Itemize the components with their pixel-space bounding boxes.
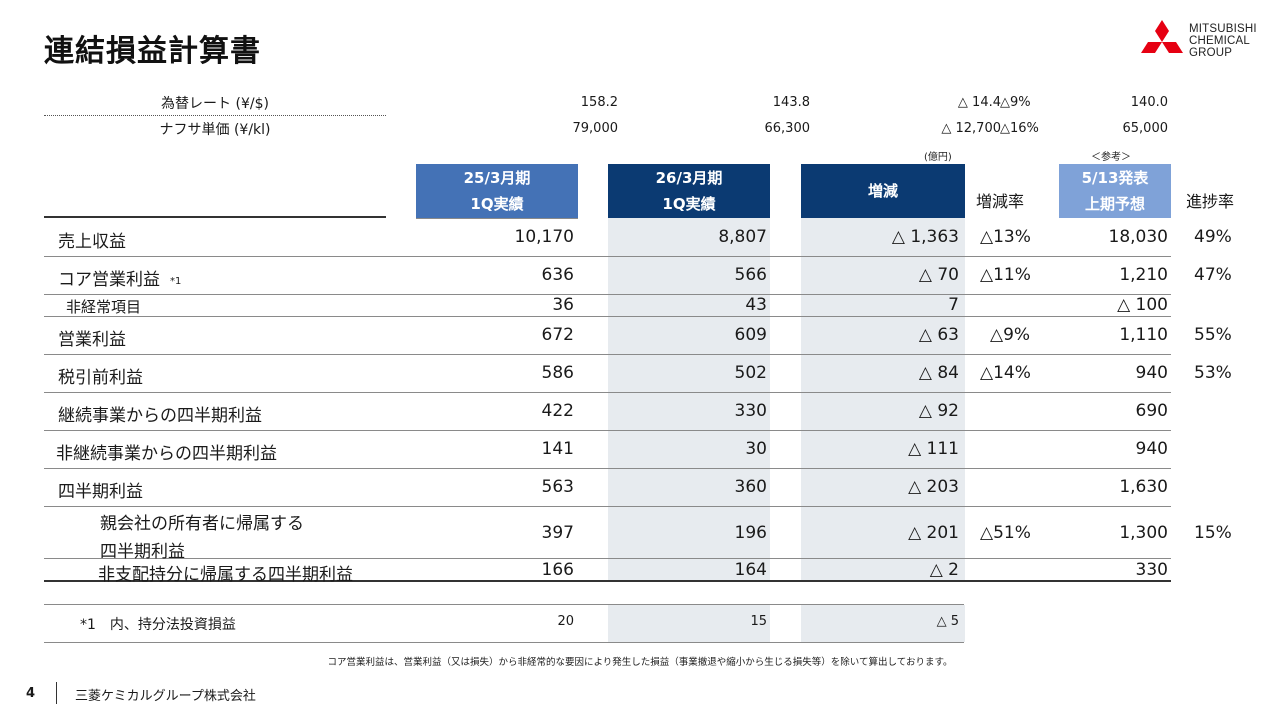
company-logo: MITSUBISHI CHEMICAL GROUP xyxy=(1140,20,1270,64)
header-rule xyxy=(44,216,386,218)
header-curr-year-q1: 26/3月期 1Q実績 xyxy=(608,164,770,218)
table-bottom-rule xyxy=(44,580,1171,582)
row-divider xyxy=(44,468,1171,469)
header-change-rate: 増減率 xyxy=(976,192,1025,211)
page-title: 連結損益計算書 xyxy=(44,34,261,69)
dotted-separator xyxy=(44,115,386,116)
row-divider xyxy=(44,558,1171,559)
header-prev-year-q1: 25/3月期 1Q実績 xyxy=(416,164,578,218)
shade-curr-year xyxy=(608,218,770,582)
row-divider xyxy=(44,604,964,605)
shade-change-equity xyxy=(801,605,965,642)
row-divider xyxy=(44,256,1171,257)
company-name: 三菱ケミカルグループ株式会社 xyxy=(75,689,256,704)
exchange-rate-row: 為替レート (¥/$) 158.2 143.8 △ 14.4 △9% 140.0 xyxy=(161,95,1168,112)
naphtha-price-row: ナフサ単価 (¥/kl) 79,000 66,300 △ 12,700 △16%… xyxy=(159,121,1169,138)
footnote: コア営業利益は、営業利益（又は損失）から非経常的な要因により発生した損益（事業撤… xyxy=(327,657,953,668)
header-progress-rate: 進捗率 xyxy=(1186,192,1235,211)
unit-label: (億円) xyxy=(924,152,952,163)
row-divider xyxy=(44,430,1171,431)
row-divider xyxy=(44,642,964,643)
row-divider xyxy=(44,316,1171,317)
three-diamonds-icon xyxy=(1141,20,1183,53)
row-divider xyxy=(44,506,1171,507)
row-divider xyxy=(44,392,1171,393)
shade-curr-year-equity xyxy=(608,605,770,642)
row-divider xyxy=(44,354,1171,355)
shade-change xyxy=(801,218,965,582)
logo-text: MITSUBISHI CHEMICAL GROUP xyxy=(1189,23,1257,59)
footer-divider xyxy=(56,682,57,704)
row-divider xyxy=(44,294,1171,295)
reference-label: ＜参考＞ xyxy=(1091,152,1131,163)
header-h1-forecast: 5/13発表 上期予想 xyxy=(1059,164,1171,218)
page-number: 4 xyxy=(26,686,36,701)
header-rule xyxy=(416,218,578,219)
header-change: 増減 xyxy=(801,164,965,218)
